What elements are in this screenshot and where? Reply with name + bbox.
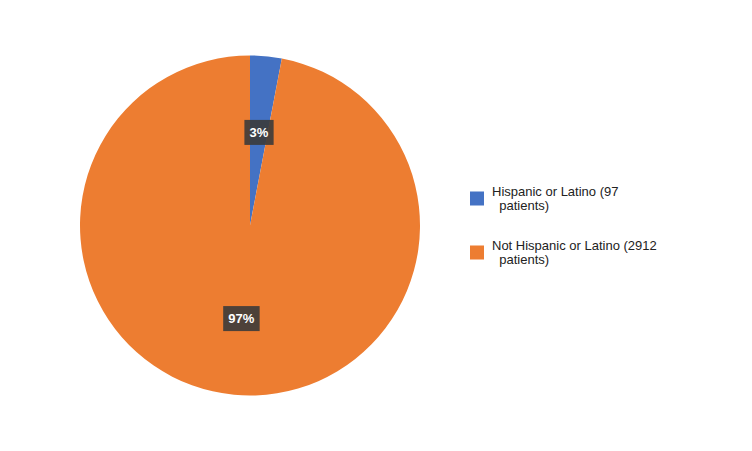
pie-slice	[80, 56, 420, 396]
legend-label-line: Hispanic or Latino (97	[492, 184, 618, 199]
legend-label-line: Not Hispanic or Latino (2912	[492, 238, 657, 253]
data-label-box	[223, 306, 259, 331]
data-label-group: 97%	[223, 306, 259, 331]
legend-label-line: patients)	[492, 252, 549, 267]
legend-item: Not Hispanic or Latino (2912 patients)	[470, 238, 657, 267]
legend-swatch	[470, 246, 484, 260]
chart: 3%97%Hispanic or Latino (97 patients)Not…	[0, 0, 752, 451]
data-label-group: 3%	[244, 120, 273, 145]
data-label-box	[244, 120, 273, 145]
data-label: 3%	[249, 125, 268, 140]
legend-label: Hispanic or Latino (97 patients)	[492, 184, 618, 213]
legend-label-line: patients)	[492, 198, 549, 213]
legend-label: Not Hispanic or Latino (2912 patients)	[492, 238, 657, 267]
legend: Hispanic or Latino (97 patients)Not Hisp…	[470, 184, 657, 267]
data-label: 97%	[228, 311, 254, 326]
pie	[80, 56, 420, 396]
legend-swatch	[470, 192, 484, 206]
data-labels: 3% 97%	[223, 120, 273, 331]
legend-item: Hispanic or Latino (97 patients)	[470, 184, 618, 213]
